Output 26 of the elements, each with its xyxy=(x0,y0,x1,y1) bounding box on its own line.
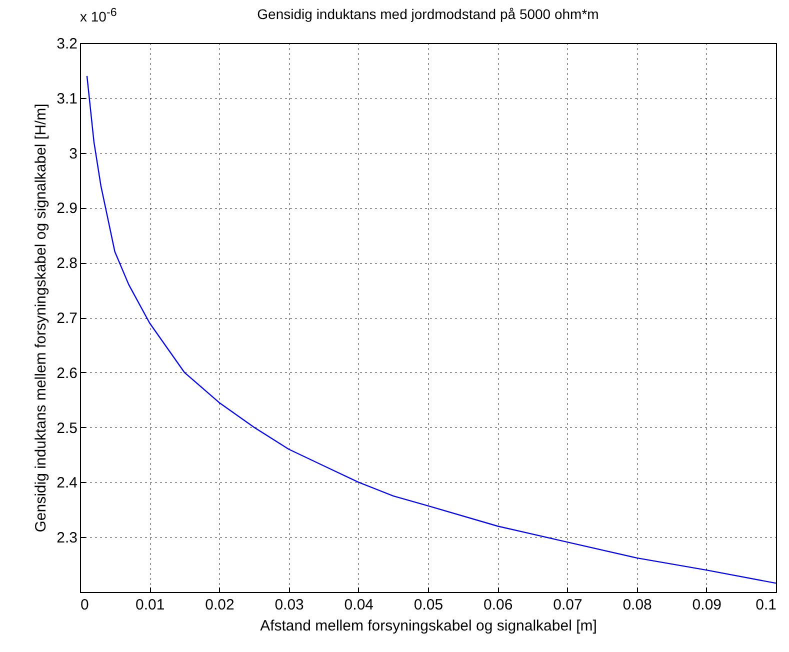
x-axis-title: Afstand mellem forsyningskabel og signalkabel [m] xyxy=(260,618,597,634)
x-tick-label: 0.07 xyxy=(553,596,582,614)
y-tick-label: 2.3 xyxy=(56,530,78,547)
y-tick-label: 3.1 xyxy=(56,90,78,108)
x-tick-label: 0.1 xyxy=(756,596,776,614)
y-tick-label: 2.4 xyxy=(56,474,78,492)
y-tick-label: 2.9 xyxy=(56,200,78,218)
y-axis-title: Gensidig induktans mellem forsyningskabel og signalkabel [H/m] xyxy=(32,104,50,532)
line-series xyxy=(86,75,777,584)
y-tick-label: 2.8 xyxy=(56,255,78,272)
y-tick-label: 3 xyxy=(69,145,78,162)
y-tick-label: 2.7 xyxy=(56,310,78,327)
y-tick-label: 3.2 xyxy=(56,36,78,52)
x-tick-label: 0.03 xyxy=(274,596,304,614)
x-tick-label: 0.02 xyxy=(205,596,234,614)
x-tick-label: 0.06 xyxy=(484,596,513,614)
x-tick-label: 0 xyxy=(80,596,89,614)
y-tick-label: 2.5 xyxy=(56,420,78,437)
text: x 10$^{-6}$ xyxy=(80,6,117,25)
y-tick-label: 2.6 xyxy=(56,364,78,382)
x-tick-label: 0.09 xyxy=(692,596,722,614)
x-tick-label: 0.04 xyxy=(344,596,374,614)
x-tick-label: 0.05 xyxy=(414,596,444,614)
x-tick-label: 0.08 xyxy=(622,596,652,614)
chart-title: Gensidig induktans med jordmodstand på 5000 ohm*m xyxy=(257,6,599,22)
x-tick-label: 0.01 xyxy=(136,596,165,614)
